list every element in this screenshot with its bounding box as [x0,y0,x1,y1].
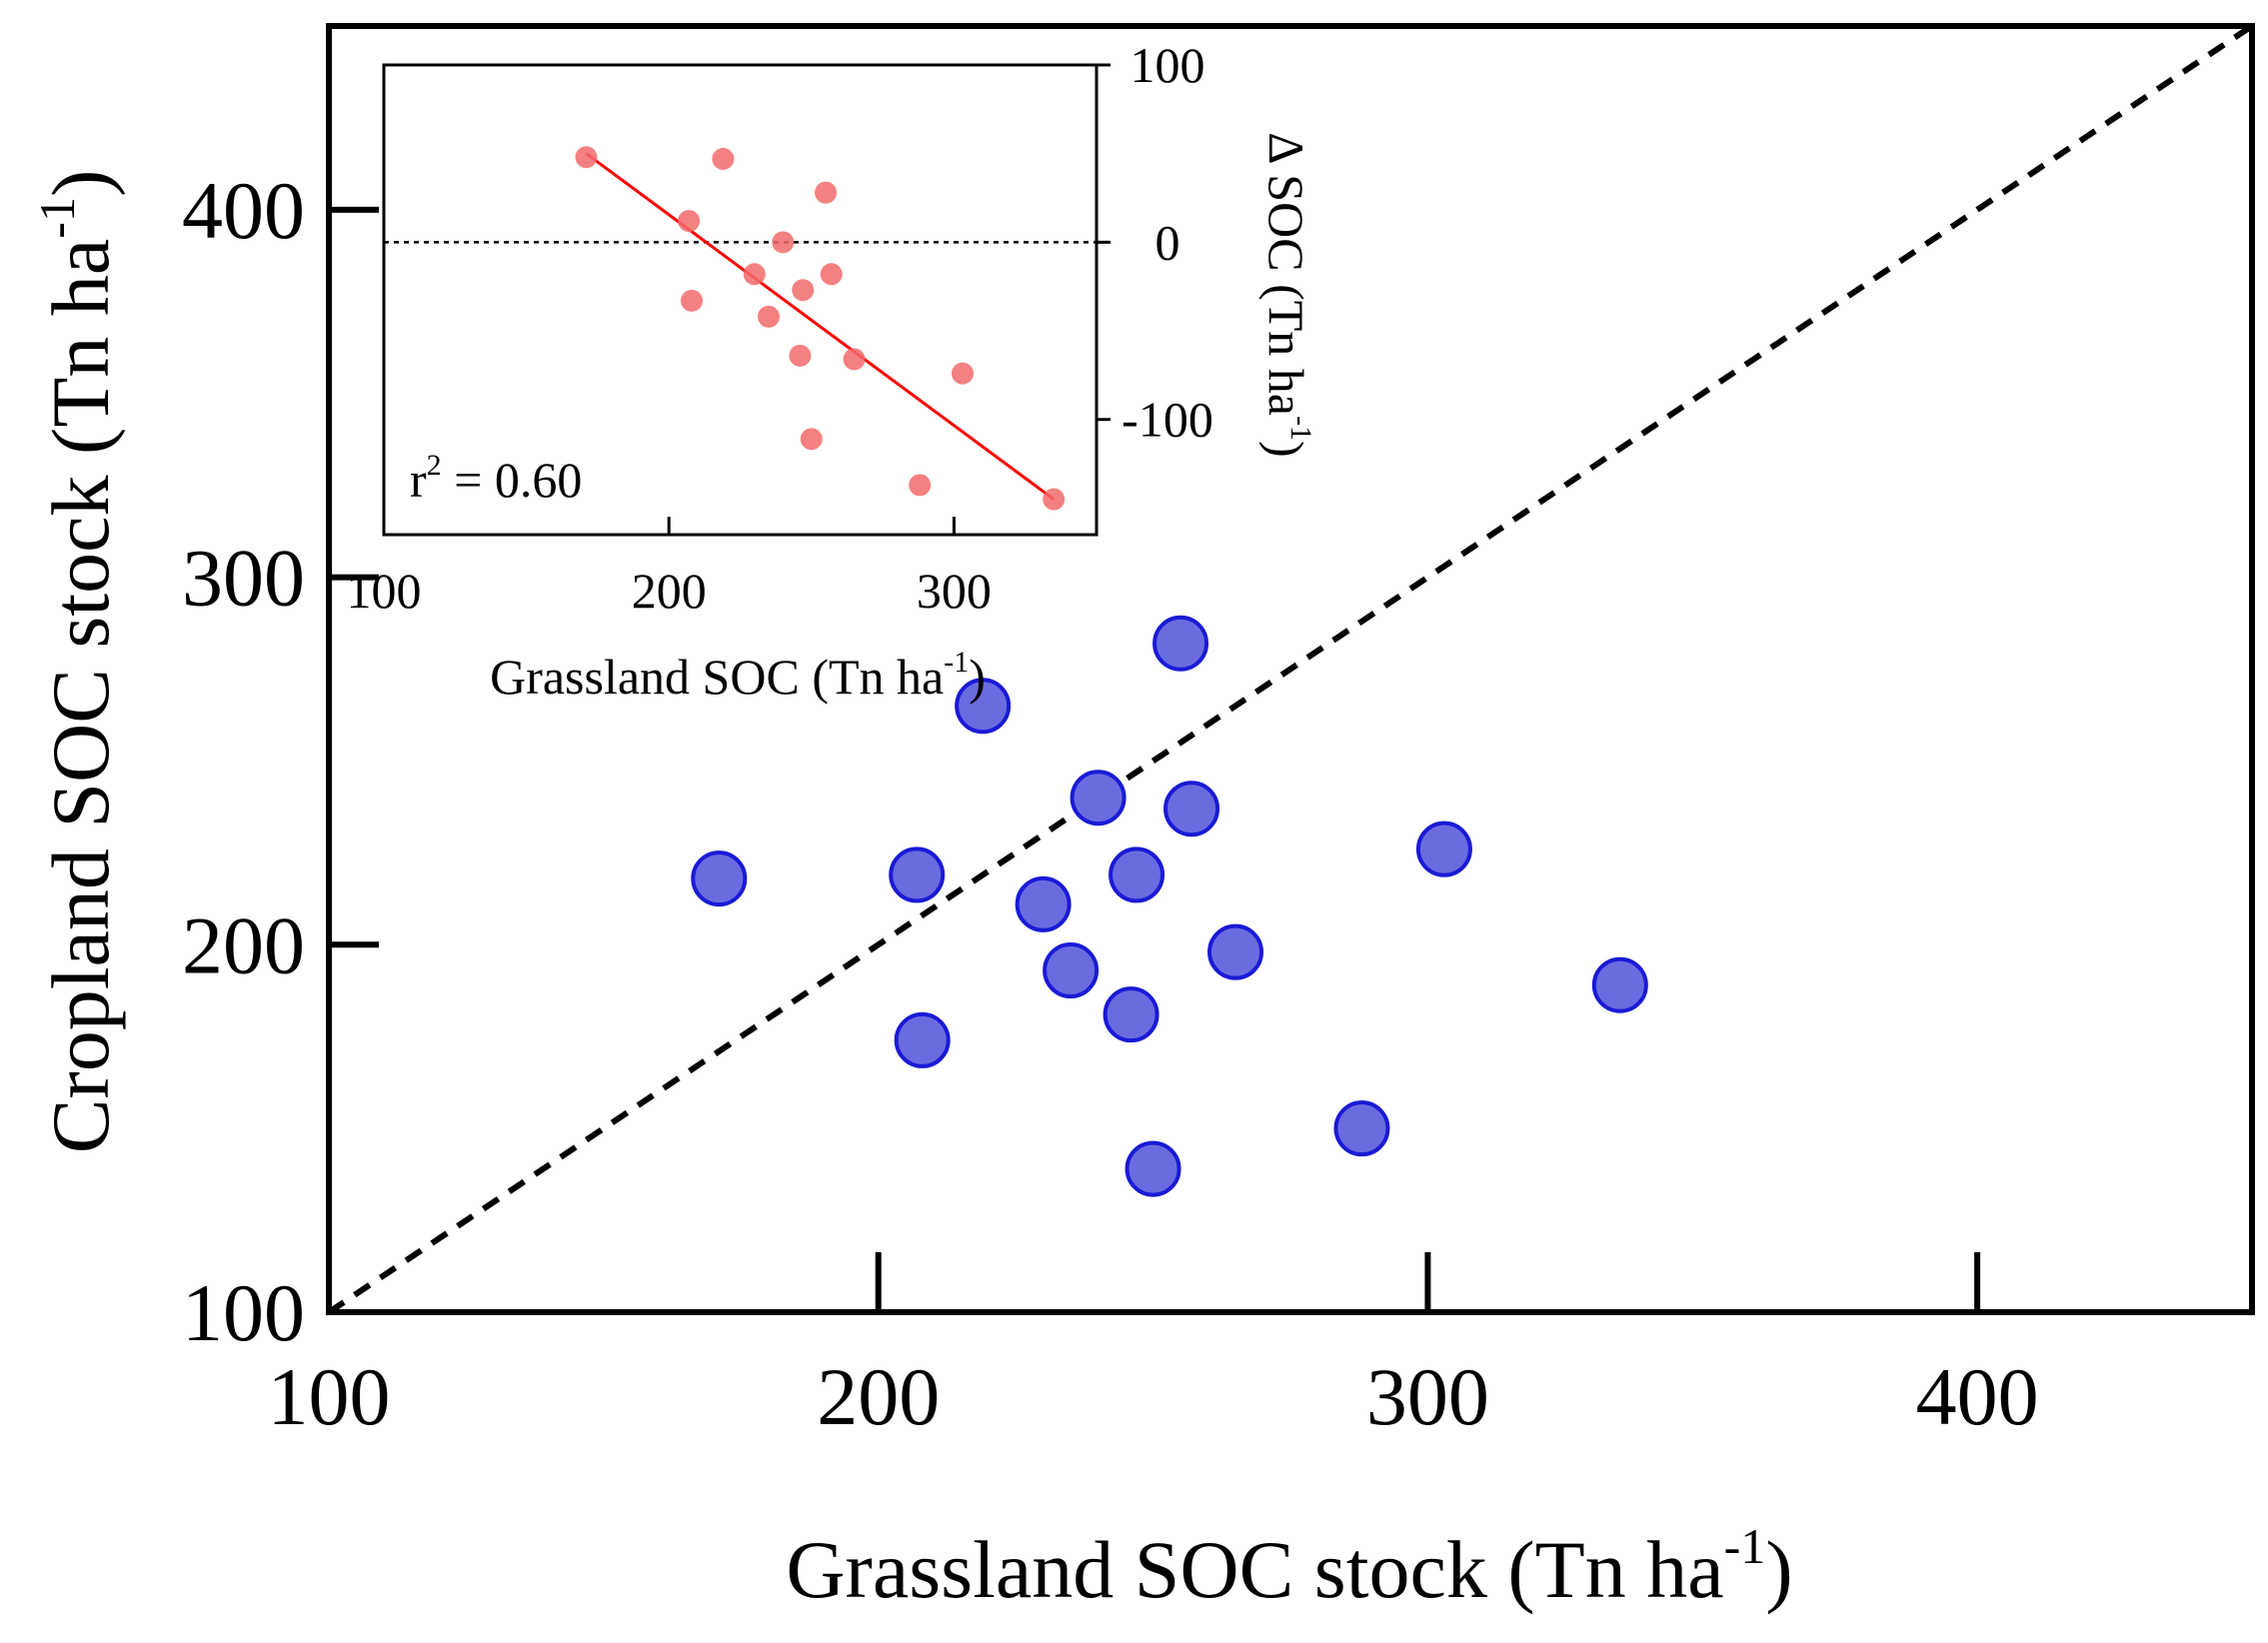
inset-chart: 100 200 300 -100 0 100 r2 = 0.60 Grassland S… [347,37,1318,705]
inset-point [843,348,866,371]
main-identity-line [327,23,2254,1315]
main-chart: 100 200 300 400 100 200 300 400 Grassland SOC … [29,23,2255,1615]
inset-x-ticks: 100 200 300 [347,517,992,619]
main-point [1333,1100,1390,1157]
main-x-tick-label: 100 [268,1351,391,1442]
inset-point [1043,488,1066,511]
inset-point [575,146,598,169]
inset-regression-line [585,152,1056,501]
inset-point [815,181,838,204]
inset-y-tick-label: 100 [1131,37,1205,93]
main-x-tick-label: 200 [817,1351,940,1442]
inset-y-tick-label: -100 [1122,392,1213,448]
inset-points [575,146,1066,511]
main-y-tick-label: 200 [182,899,305,990]
inset-point [772,231,795,254]
inset-y-ticks: -100 0 100 [1097,37,1213,448]
inset-point [909,474,932,497]
main-point [691,850,748,907]
inset-y-axis-label: Δ SOC (Tn ha-1) [1258,132,1317,457]
inset-point [758,305,781,328]
main-y-axis-label: Cropland SOC stock (Tn ha-1) [29,170,126,1154]
main-point [1070,770,1127,826]
main-y-tick-label: 300 [182,533,305,624]
main-y-tick-label: 400 [182,165,305,256]
inset-point [678,210,701,233]
r-squared-annotation: r2 = 0.60 [410,449,582,508]
main-y-ticks: 100 200 300 400 [182,165,379,1358]
main-point [1125,1140,1181,1197]
main-point [1109,846,1165,903]
inset-x-axis-label: Grassland SOC (Tn ha-1) [490,646,986,705]
main-y-tick-label: 100 [182,1267,305,1358]
main-x-axis-label: Grassland SOC stock (Tn ha-1) [786,1518,1792,1615]
inset-plot-frame [382,63,1099,537]
inset-point [951,362,974,385]
inset-point [789,344,812,367]
main-point [1415,821,1472,877]
main-plot-frame [326,23,2255,1315]
inset-point [712,148,735,170]
main-point [1207,923,1264,980]
inset-point [800,428,823,451]
main-point [1591,956,1648,1013]
inset-x-tick-label: 200 [632,563,707,619]
main-point [1103,986,1159,1043]
inset-x-tick-label: 100 [347,563,422,619]
main-point [1043,942,1100,999]
main-x-tick-label: 400 [1916,1351,2039,1442]
main-point [1152,615,1209,672]
main-x-tick-label: 300 [1366,1351,1489,1442]
inset-point [743,263,766,286]
inset-x-tick-label: 300 [917,563,992,619]
main-point [1163,781,1220,837]
main-point [1015,875,1072,932]
inset-point [792,279,815,302]
main-point [894,1011,951,1068]
inset-point [820,263,843,286]
inset-point [681,289,704,312]
main-point [889,846,946,903]
main-x-ticks: 100 200 300 400 [268,1252,2039,1442]
inset-background [384,65,1097,535]
main-point [955,678,1012,735]
inset-y-tick-label: 0 [1155,214,1180,270]
main-points [691,615,1648,1197]
